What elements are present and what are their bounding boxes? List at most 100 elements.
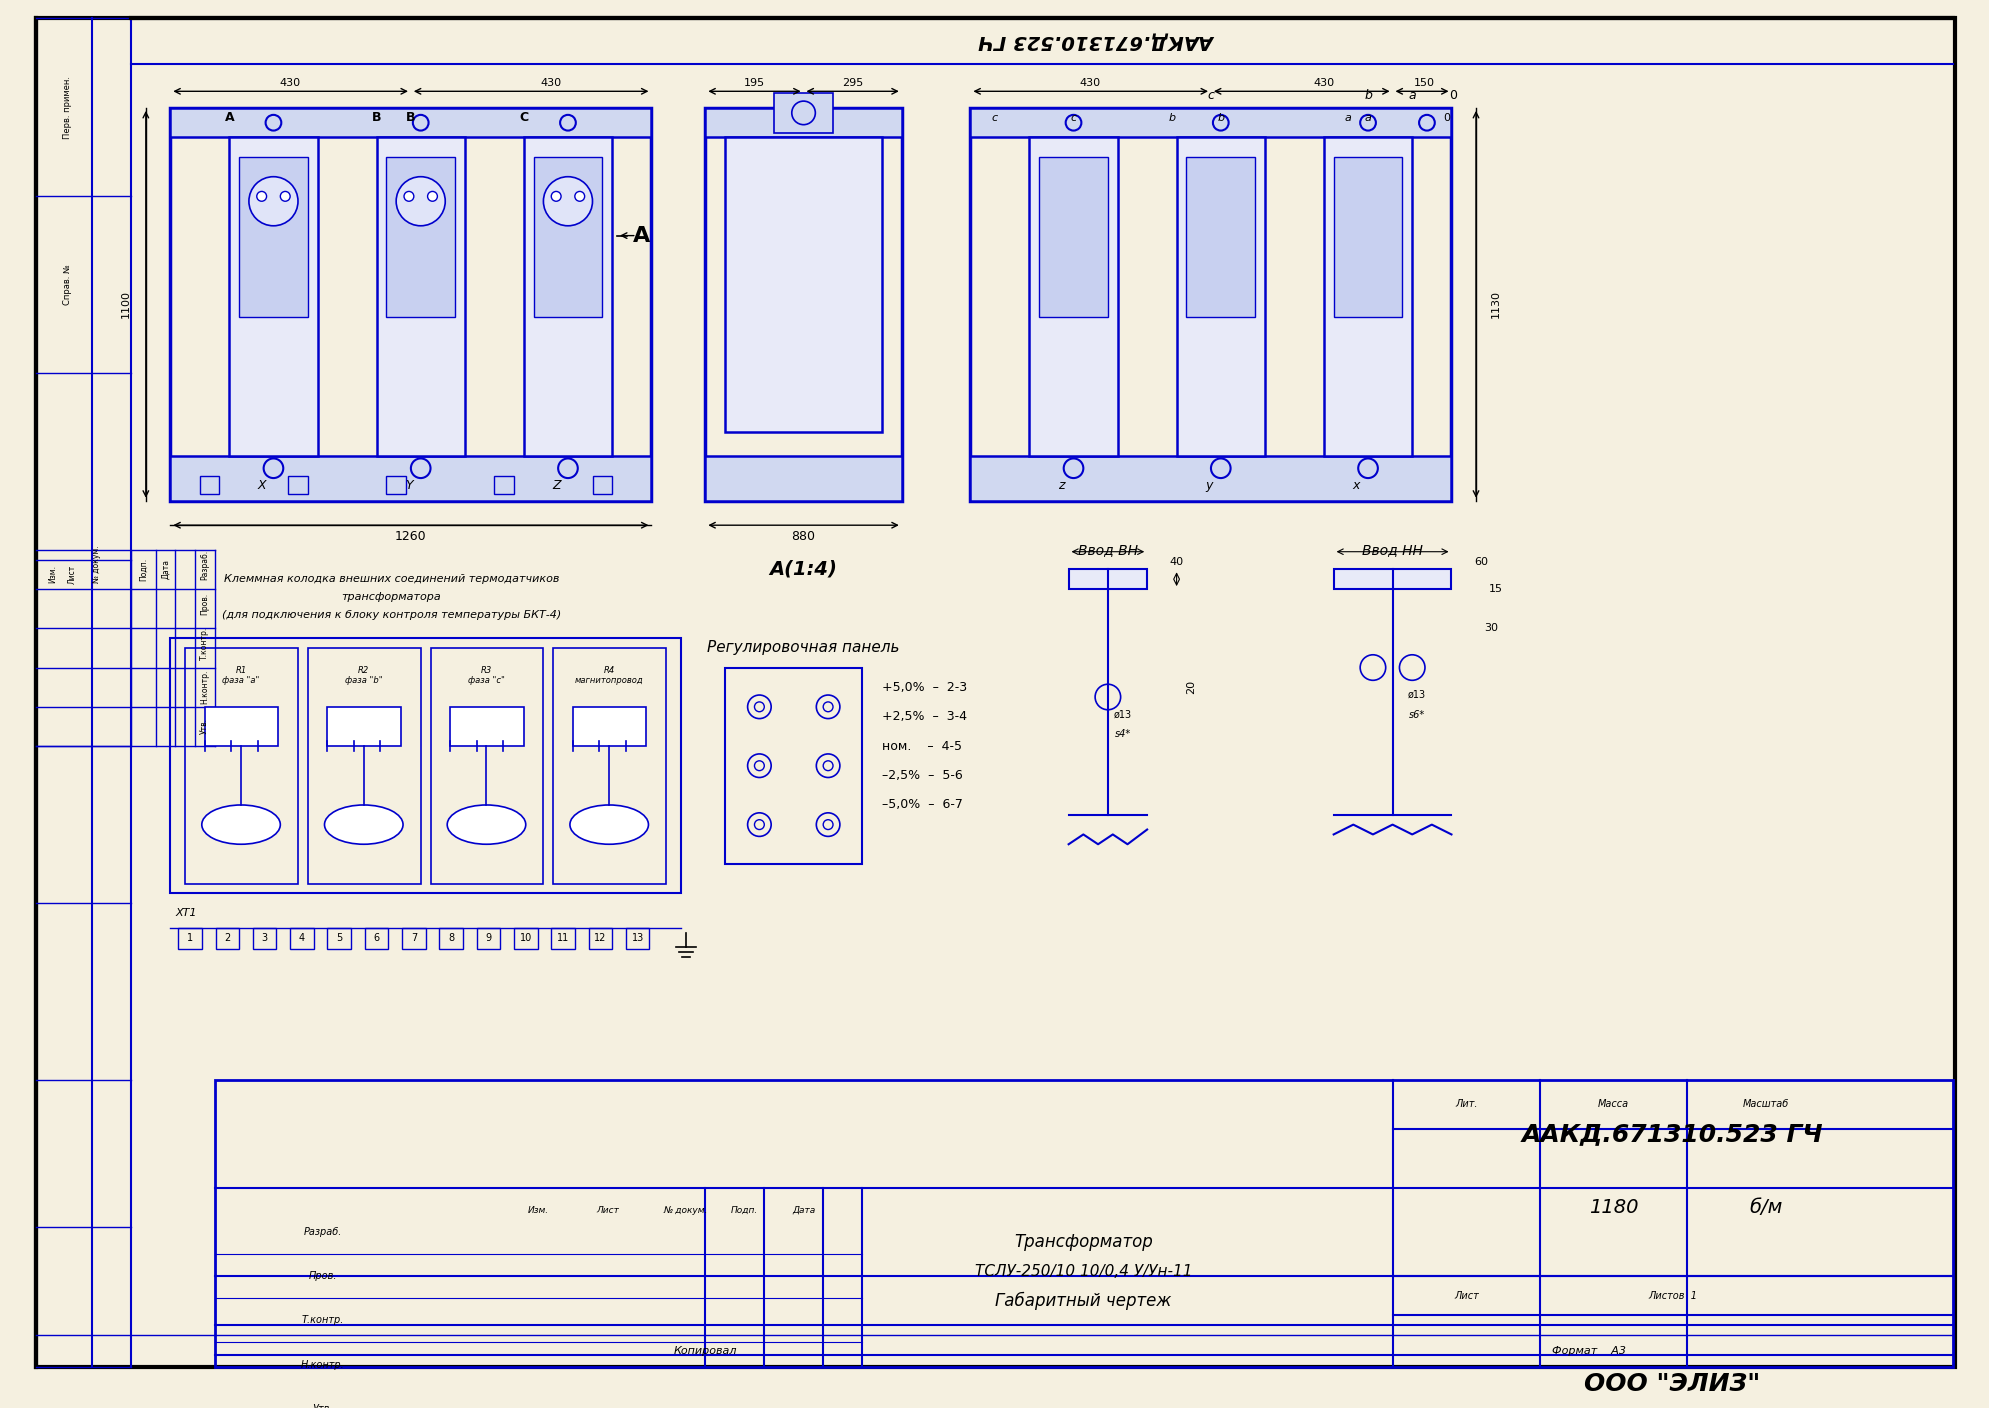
Bar	[533, 158, 603, 317]
Text: ø13: ø13	[1114, 710, 1132, 719]
Bar	[513, 928, 537, 949]
Bar	[290, 928, 314, 949]
Text: Справ. №: Справ. №	[64, 265, 72, 306]
Bar	[328, 707, 402, 746]
Text: Утв.: Утв.	[312, 1404, 332, 1408]
Text: 11: 11	[557, 934, 569, 943]
Bar	[971, 108, 1452, 138]
Text: Листов  1: Листов 1	[1647, 1291, 1697, 1301]
Bar	[440, 928, 463, 949]
Bar	[495, 476, 513, 494]
Text: z: z	[1058, 480, 1064, 493]
Bar	[593, 476, 613, 494]
Text: –2,5%  –  5-6: –2,5% – 5-6	[881, 769, 963, 781]
Text: А(1:4): А(1:4)	[770, 560, 837, 579]
Text: 4: 4	[298, 934, 304, 943]
Text: 295: 295	[841, 79, 863, 89]
Text: трансформатора: трансформатора	[342, 591, 442, 601]
Text: Ввод НН: Ввод НН	[1362, 542, 1422, 556]
Bar	[477, 928, 499, 949]
Text: 1130: 1130	[1490, 290, 1500, 318]
Text: +5,0%  –  2-3: +5,0% – 2-3	[881, 680, 967, 694]
Bar	[1185, 158, 1255, 317]
Text: Лист: Лист	[597, 1205, 619, 1215]
Bar	[726, 138, 881, 432]
Bar	[239, 158, 308, 317]
Text: +2,5%  –  3-4: +2,5% – 3-4	[881, 710, 967, 724]
Text: Разраб.: Разраб.	[304, 1226, 342, 1238]
Bar	[706, 456, 901, 501]
Text: a: a	[1408, 89, 1416, 101]
Bar	[328, 928, 350, 949]
Text: Утв.: Утв.	[201, 718, 209, 735]
Bar	[1038, 158, 1108, 317]
Text: 40: 40	[1170, 556, 1183, 566]
Bar	[179, 928, 201, 949]
Text: Подп.: Подп.	[139, 558, 149, 582]
Text: 60: 60	[1474, 556, 1488, 566]
Text: 15: 15	[1488, 584, 1502, 594]
Text: ААКД.671310.523 ГЧ: ААКД.671310.523 ГЧ	[1522, 1122, 1824, 1146]
Text: ТСЛУ-250/10 10/0,4 У/Ун-11: ТСЛУ-250/10 10/0,4 У/Ун-11	[975, 1264, 1191, 1278]
Bar	[215, 1080, 1953, 1367]
Text: Лист: Лист	[1454, 1291, 1478, 1301]
Text: Формат    А3: Формат А3	[1551, 1346, 1625, 1356]
Circle shape	[404, 191, 414, 201]
Text: 10: 10	[519, 934, 531, 943]
Text: A: A	[225, 111, 235, 124]
Bar	[386, 158, 455, 317]
Bar	[706, 108, 901, 138]
Circle shape	[396, 176, 446, 225]
Text: Габаритный чертеж: Габаритный чертеж	[994, 1291, 1172, 1309]
Bar	[627, 928, 650, 949]
Text: b: b	[1364, 89, 1372, 101]
Text: X: X	[257, 480, 267, 493]
Text: 12: 12	[595, 934, 607, 943]
Text: Подп.: Подп.	[732, 1205, 758, 1215]
Bar	[171, 456, 652, 501]
Text: Разраб.: Разраб.	[201, 549, 209, 580]
Text: 1: 1	[187, 934, 193, 943]
Text: Лист: Лист	[68, 565, 78, 584]
Text: Z: Z	[551, 480, 561, 493]
Text: Трансформатор: Трансформатор	[1014, 1233, 1154, 1250]
Text: b: b	[1168, 113, 1175, 122]
Bar	[553, 648, 666, 883]
Text: c: c	[1207, 89, 1215, 101]
Bar	[171, 108, 652, 138]
Bar	[1325, 138, 1412, 456]
Text: Перв. примен.: Перв. примен.	[64, 76, 72, 139]
Text: Дата: Дата	[161, 559, 169, 579]
Bar	[1177, 138, 1265, 456]
Bar	[430, 648, 543, 883]
Bar	[551, 928, 575, 949]
Circle shape	[575, 191, 585, 201]
Bar	[1068, 569, 1148, 589]
Text: R3
фаза "c": R3 фаза "c"	[467, 666, 505, 684]
Text: (для подключения к блоку контроля температуры БКТ-4): (для подключения к блоку контроля темпер…	[221, 610, 561, 620]
Bar	[726, 667, 863, 865]
Text: 1100: 1100	[121, 290, 131, 318]
Text: 195: 195	[744, 79, 766, 89]
Bar	[573, 707, 646, 746]
Text: Н.контр.: Н.контр.	[300, 1360, 344, 1370]
Text: a: a	[1364, 113, 1372, 122]
Text: Копировал: Копировал	[674, 1346, 738, 1356]
Text: Н.контр.: Н.контр.	[201, 670, 209, 704]
Circle shape	[543, 176, 593, 225]
Text: Регулировочная панель: Регулировочная панель	[708, 641, 899, 655]
Text: C: C	[519, 111, 529, 124]
Text: a: a	[1345, 113, 1353, 122]
Text: x: x	[1353, 480, 1360, 493]
Text: Масса: Масса	[1597, 1100, 1629, 1110]
Text: 7: 7	[410, 934, 418, 943]
Text: Т.контр.: Т.контр.	[201, 627, 209, 659]
Text: s4*: s4*	[1114, 729, 1130, 739]
Text: 9: 9	[485, 934, 491, 943]
Ellipse shape	[571, 805, 648, 845]
Text: 20: 20	[1185, 680, 1195, 694]
Text: ООО "ЭЛИЗ": ООО "ЭЛИЗ"	[1583, 1373, 1760, 1397]
Bar	[1335, 158, 1402, 317]
Bar	[288, 476, 308, 494]
Bar	[171, 638, 680, 893]
